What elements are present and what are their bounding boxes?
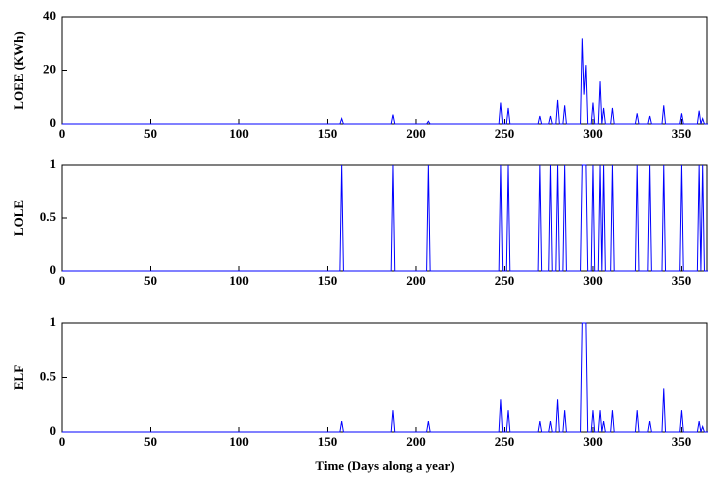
plot-frame <box>61 322 708 433</box>
x-tick-label: 100 <box>229 434 249 449</box>
x-tick-label: 100 <box>229 126 249 141</box>
x-tick-label: 250 <box>495 273 515 288</box>
x-tick-label: 300 <box>583 434 603 449</box>
x-tick-label: 150 <box>318 434 338 449</box>
y-tick-label: 0 <box>50 262 57 277</box>
data-line <box>62 164 708 272</box>
y-tick-label: 0.5 <box>40 209 57 224</box>
x-tick-label: 200 <box>406 273 426 288</box>
x-tick-label: 50 <box>144 273 157 288</box>
x-tick-label: 350 <box>672 273 692 288</box>
data-line <box>62 322 708 433</box>
y-tick-label: 0 <box>50 115 57 130</box>
x-tick-label: 150 <box>318 126 338 141</box>
x-tick-label: 50 <box>144 126 157 141</box>
y-tick-label: 0.5 <box>40 368 57 383</box>
x-tick-label: 350 <box>672 126 692 141</box>
x-tick-label: 200 <box>406 126 426 141</box>
data-line <box>62 38 708 125</box>
x-tick-label: 150 <box>318 273 338 288</box>
y-axis-label: LOLE <box>11 200 26 236</box>
x-tick-label: 250 <box>495 126 515 141</box>
x-tick-label: 200 <box>406 434 426 449</box>
x-tick-label: 300 <box>583 273 603 288</box>
x-axis-label: Time (Days along a year) <box>315 458 454 473</box>
y-tick-label: 1 <box>50 156 57 171</box>
plot-frame <box>61 164 708 272</box>
x-tick-label: 250 <box>495 434 515 449</box>
y-axis-label: LOEE (KWh) <box>11 31 26 109</box>
x-tick-label: 100 <box>229 273 249 288</box>
x-tick-label: 50 <box>144 434 157 449</box>
x-tick-label: 0 <box>59 273 66 288</box>
y-tick-label: 20 <box>43 61 56 76</box>
x-tick-label: 0 <box>59 434 66 449</box>
y-tick-label: 0 <box>50 423 57 438</box>
y-axis-label: ELF <box>11 365 26 390</box>
y-tick-label: 40 <box>43 8 56 23</box>
x-tick-label: 300 <box>583 126 603 141</box>
y-tick-label: 1 <box>50 314 57 329</box>
x-tick-label: 0 <box>59 126 66 141</box>
plot-frame <box>61 16 708 125</box>
x-tick-label: 350 <box>672 434 692 449</box>
